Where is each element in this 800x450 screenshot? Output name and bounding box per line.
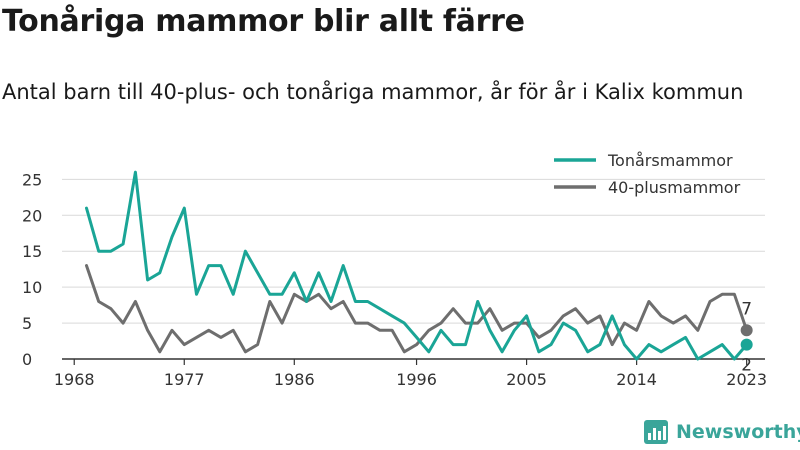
x-tick-label: 1968 bbox=[54, 370, 95, 389]
y-tick-label: 20 bbox=[22, 206, 42, 225]
y-tick-label: 5 bbox=[22, 314, 32, 333]
x-tick-label: 1977 bbox=[164, 370, 205, 389]
newsworthy-logo-text: Newsworthy bbox=[676, 421, 800, 443]
series-line-40-plusmammor bbox=[85, 264, 749, 354]
chart-title: Tonåriga mammor blir allt färre bbox=[2, 4, 525, 39]
series-end-point bbox=[740, 324, 753, 337]
x-tick-label: 1996 bbox=[396, 370, 437, 389]
y-tick-label: 0 bbox=[22, 350, 32, 369]
newsworthy-logo: Newsworthy bbox=[644, 420, 800, 444]
series-end-label: 7 bbox=[741, 299, 752, 319]
x-tick-label: 1986 bbox=[274, 370, 315, 389]
legend-label: Tonårsmammor bbox=[607, 151, 733, 170]
chart-subtitle: Antal barn till 40-plus- och tonåriga ma… bbox=[2, 80, 744, 104]
y-tick-label: 25 bbox=[22, 170, 42, 189]
y-tick-label: 15 bbox=[22, 242, 42, 261]
x-tick-label: 2005 bbox=[506, 370, 547, 389]
x-tick-label: 2023 bbox=[726, 370, 767, 389]
newsworthy-logo-icon bbox=[644, 420, 668, 444]
series-end-point bbox=[740, 338, 753, 351]
series-end-label: 2 bbox=[741, 356, 752, 376]
legend-label: 40-plusmammor bbox=[608, 178, 741, 197]
y-tick-label: 10 bbox=[22, 278, 42, 297]
x-tick-label: 2014 bbox=[616, 370, 657, 389]
series-line-tonarsmammor bbox=[85, 170, 749, 361]
